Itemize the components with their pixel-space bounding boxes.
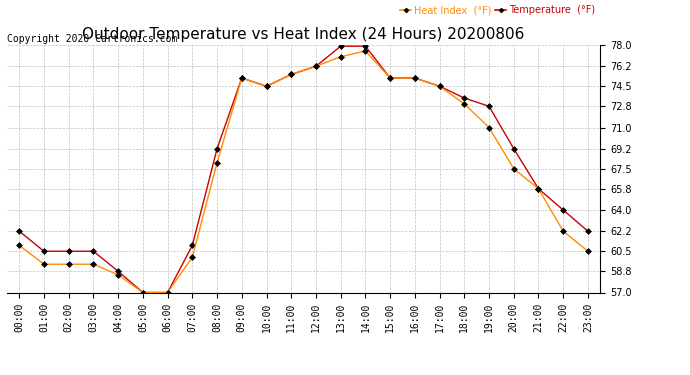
Heat Index  (°F) <box>262 84 270 88</box>
Heat Index  (°F) <box>337 54 345 59</box>
Temperature  (°F) <box>89 249 97 254</box>
Heat Index  (°F) <box>40 262 48 267</box>
Temperature  (°F) <box>559 208 567 212</box>
Text: Copyright 2020 Cartronics.com: Copyright 2020 Cartronics.com <box>7 34 177 44</box>
Heat Index  (°F) <box>213 160 221 165</box>
Temperature  (°F) <box>114 269 122 273</box>
Temperature  (°F) <box>65 249 73 254</box>
Heat Index  (°F) <box>164 290 172 295</box>
Temperature  (°F) <box>262 84 270 88</box>
Temperature  (°F) <box>485 104 493 108</box>
Temperature  (°F) <box>40 249 48 254</box>
Temperature  (°F) <box>139 290 147 295</box>
Temperature  (°F) <box>435 84 444 88</box>
Temperature  (°F) <box>287 72 295 77</box>
Temperature  (°F) <box>188 243 197 248</box>
Line: Temperature  (°F): Temperature (°F) <box>17 44 590 295</box>
Line: Heat Index  (°F): Heat Index (°F) <box>17 49 590 295</box>
Heat Index  (°F) <box>411 76 419 80</box>
Temperature  (°F) <box>386 76 394 80</box>
Heat Index  (°F) <box>386 76 394 80</box>
Heat Index  (°F) <box>114 273 122 277</box>
Heat Index  (°F) <box>435 84 444 88</box>
Heat Index  (°F) <box>287 72 295 77</box>
Temperature  (°F) <box>510 147 518 151</box>
Heat Index  (°F) <box>15 243 23 248</box>
Heat Index  (°F) <box>460 102 469 106</box>
Legend: Heat Index  (°F), Temperature  (°F): Heat Index (°F), Temperature (°F) <box>400 5 595 15</box>
Temperature  (°F) <box>362 44 370 48</box>
Heat Index  (°F) <box>188 255 197 260</box>
Temperature  (°F) <box>15 229 23 234</box>
Heat Index  (°F) <box>584 249 592 254</box>
Heat Index  (°F) <box>534 186 542 191</box>
Temperature  (°F) <box>337 44 345 48</box>
Heat Index  (°F) <box>510 166 518 171</box>
Temperature  (°F) <box>312 64 320 69</box>
Heat Index  (°F) <box>312 64 320 69</box>
Temperature  (°F) <box>164 290 172 295</box>
Title: Outdoor Temperature vs Heat Index (24 Hours) 20200806: Outdoor Temperature vs Heat Index (24 Ho… <box>82 27 525 42</box>
Heat Index  (°F) <box>89 262 97 267</box>
Heat Index  (°F) <box>362 49 370 53</box>
Temperature  (°F) <box>213 147 221 151</box>
Temperature  (°F) <box>237 76 246 80</box>
Heat Index  (°F) <box>237 76 246 80</box>
Temperature  (°F) <box>584 229 592 234</box>
Heat Index  (°F) <box>485 125 493 130</box>
Heat Index  (°F) <box>139 290 147 295</box>
Heat Index  (°F) <box>559 229 567 234</box>
Heat Index  (°F) <box>65 262 73 267</box>
Temperature  (°F) <box>460 96 469 100</box>
Temperature  (°F) <box>534 186 542 191</box>
Temperature  (°F) <box>411 76 419 80</box>
